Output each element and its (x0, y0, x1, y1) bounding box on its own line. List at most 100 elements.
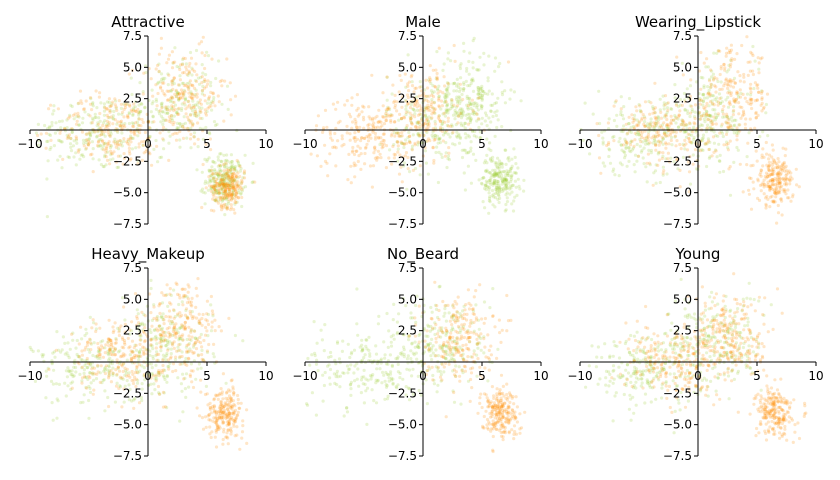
scatter-point (132, 130, 136, 134)
scatter-point (184, 96, 188, 100)
scatter-point (236, 161, 240, 165)
scatter-point (376, 125, 380, 129)
scatter-point (384, 108, 388, 112)
scatter-point (215, 191, 219, 195)
scatter-point (181, 90, 185, 94)
scatter-point (328, 376, 332, 380)
scatter-point (130, 92, 134, 97)
scatter-point (390, 92, 394, 96)
scatter-point (745, 155, 749, 159)
scatter-point (189, 300, 193, 304)
scatter-point (749, 90, 753, 94)
scatter-point (176, 292, 180, 296)
scatter-point (243, 185, 248, 189)
scatter-point (123, 125, 127, 129)
y-tick-label: −7.5 (113, 217, 142, 231)
scatter-point (482, 351, 486, 355)
scatter-point (159, 102, 163, 106)
scatter-point (161, 353, 165, 357)
scatter-point (597, 156, 602, 160)
scatter-point (189, 126, 193, 130)
scatter-point (132, 375, 137, 379)
scatter-point (213, 123, 218, 127)
scatter-point (137, 350, 141, 354)
scatter-point (83, 110, 87, 114)
scatter-point (777, 160, 781, 164)
series-1 (36, 35, 257, 215)
scatter-point (102, 102, 106, 106)
scatter-point (355, 287, 359, 291)
scatter-point (712, 115, 716, 119)
scatter-point (391, 382, 395, 386)
scatter-point (327, 355, 331, 359)
scatter-point (204, 179, 208, 183)
scatter-point (512, 171, 516, 175)
scatter-point (226, 107, 230, 111)
scatter-point (743, 96, 747, 100)
scatter-point (108, 105, 112, 109)
scatter-point (599, 171, 603, 175)
scatter-point (74, 151, 78, 155)
scatter-point (94, 329, 98, 334)
scatter-point (475, 105, 479, 109)
scatter-point (630, 113, 634, 117)
scatter-point (58, 131, 62, 135)
scatter-point (679, 147, 683, 151)
scatter-point (185, 136, 189, 140)
scatter-point (631, 120, 635, 124)
scatter-point (768, 205, 772, 209)
scatter-point (199, 110, 203, 114)
scatter-point (173, 103, 178, 107)
scatter-point (190, 296, 194, 300)
scatter-point (183, 324, 187, 328)
scatter-point (224, 197, 228, 202)
scatter-point (118, 154, 122, 158)
scatter-point (88, 315, 92, 319)
scatter-point (224, 391, 229, 395)
scatter-point (465, 69, 469, 73)
scatter-point (431, 95, 436, 99)
scatter-point (200, 205, 204, 210)
scatter-point (107, 337, 111, 341)
scatter-point (191, 105, 195, 110)
scatter-point (105, 124, 109, 129)
scatter-point (405, 367, 409, 371)
scatter-point (441, 91, 445, 95)
scatter-point (466, 104, 470, 108)
scatter-point (211, 101, 215, 105)
scatter-point (391, 144, 395, 148)
scatter-point (649, 101, 653, 105)
scatter-point (78, 148, 82, 152)
scatter-point (137, 401, 142, 405)
scatter-point (189, 106, 193, 110)
scatter-point (90, 371, 94, 375)
scatter-point (500, 165, 504, 169)
scatter-point (121, 369, 125, 374)
scatter-point (702, 84, 706, 88)
scatter-point (236, 191, 240, 195)
scatter-point (362, 126, 366, 130)
scatter-point (735, 52, 739, 56)
scatter-point (471, 66, 475, 70)
scatter-point (171, 123, 175, 127)
scatter-point (160, 103, 164, 107)
scatter-point (170, 79, 174, 83)
scatter-point (168, 287, 172, 291)
scatter-point (96, 140, 100, 144)
scatter-point (127, 72, 131, 76)
scatter-point (229, 203, 233, 207)
scatter-point (789, 171, 793, 175)
scatter-point (705, 101, 709, 106)
scatter-point (623, 150, 627, 154)
scatter-point (229, 379, 233, 383)
scatter-point (756, 113, 760, 117)
scatter-point (340, 137, 344, 141)
scatter-point (187, 325, 191, 329)
scatter-point (77, 123, 81, 127)
scatter-point (791, 195, 795, 199)
scatter-point (87, 141, 92, 145)
scatter-point (176, 91, 180, 95)
scatter-point (159, 72, 164, 76)
scatter-point (386, 113, 390, 117)
scatter-point (89, 153, 93, 157)
